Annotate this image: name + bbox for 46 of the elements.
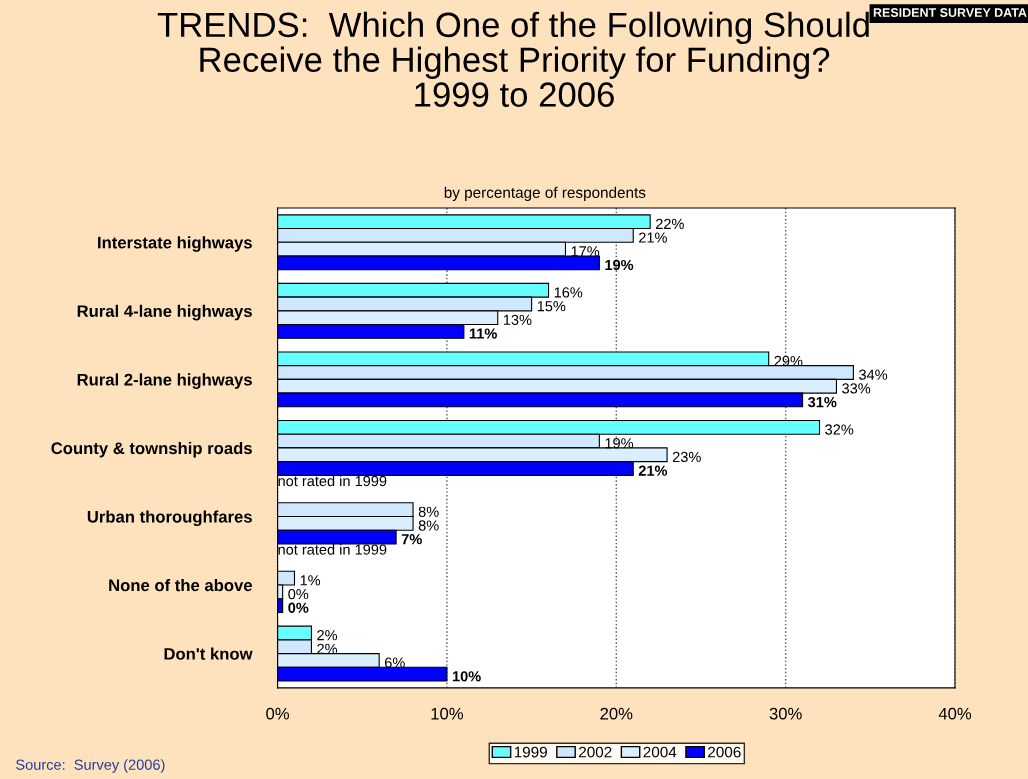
data-label: 22%: [655, 218, 684, 229]
data-label: 0%: [288, 588, 309, 600]
data-label: 15%: [537, 301, 566, 312]
chart-title: TRENDS: Which One of the Following Should Receive the Highest Priority for Funding? 1999 to 2006: [157, 11, 869, 107]
data-label: 8%: [418, 520, 439, 531]
data-label: 31%: [808, 396, 837, 408]
x-tick-label: 10%: [431, 707, 464, 720]
x-tick-label: 20%: [600, 707, 633, 720]
y-tick-label: Urban thoroughfares: [87, 510, 252, 527]
data-label: 10%: [452, 671, 481, 682]
y-tick-label: None of the above: [109, 578, 252, 592]
data-label: 32%: [825, 424, 854, 435]
data-label: 21%: [639, 232, 667, 243]
x-tick-label: 0%: [266, 707, 290, 720]
data-label: 33%: [842, 383, 871, 394]
data-label: 2%: [317, 630, 338, 641]
data-label: 8%: [418, 506, 439, 517]
y-tick-label: Rural 4-lane highways: [77, 304, 252, 321]
source-note: Source: Survey (2006): [16, 759, 165, 773]
legend-label: 2006: [708, 746, 741, 758]
data-label: 16%: [554, 287, 583, 298]
data-label: 0%: [288, 602, 309, 613]
y-tick-label: County & township roads: [51, 441, 252, 458]
data-label: 34%: [859, 369, 888, 380]
data-label: 1%: [300, 575, 321, 586]
x-tick-label: 30%: [769, 707, 802, 720]
annotation: not rated in 1999: [278, 475, 387, 487]
data-label: 17%: [571, 246, 600, 257]
x-tick-label: 40%: [938, 707, 972, 720]
chart-subtitle: by percentage of respondents: [444, 186, 646, 201]
data-label: 11%: [469, 328, 497, 339]
legend-label: 1999: [514, 746, 547, 758]
data-label: 6%: [385, 657, 405, 668]
y-tick-label: Rural 2-lane highways: [77, 373, 252, 389]
y-tick-label: Don't know: [164, 647, 253, 660]
data-label: 19%: [605, 259, 634, 271]
legend-label: 2004: [643, 746, 677, 758]
legend-label: 2002: [579, 746, 612, 758]
data-label: 13%: [503, 314, 532, 326]
data-label: 19%: [605, 438, 634, 449]
data-label: 7%: [401, 534, 422, 545]
y-tick-label: Interstate highways: [98, 236, 252, 252]
annotation: not rated in 1999: [278, 544, 387, 555]
data-label: 23%: [672, 451, 701, 463]
data-label: 21%: [638, 465, 668, 476]
text: RESIDENT SURVEY DATA: [873, 8, 1027, 17]
